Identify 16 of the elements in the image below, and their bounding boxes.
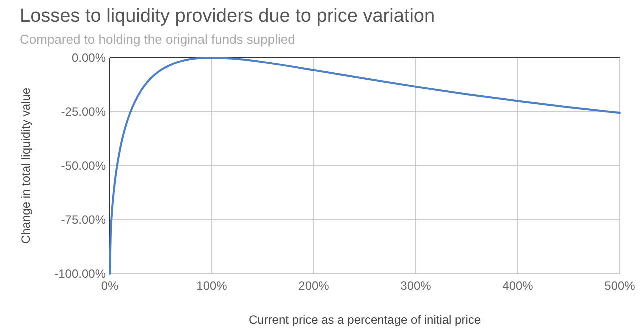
chart-subtitle: Compared to holding the original funds supplied [20,32,296,47]
y-tick-label: 0.00% [72,51,106,65]
x-tick-label: 200% [298,279,330,293]
y-tick-label: -25.00% [61,105,106,119]
y-tick-label: -75.00% [61,213,106,227]
x-tick-label: 100% [196,279,228,293]
y-tick-label: -50.00% [61,159,106,173]
line-series [109,57,621,275]
y-tick-label: -100.00% [54,267,106,281]
x-axis-title: Current price as a percentage of initial price [248,313,482,327]
x-tick-label: 500% [604,279,636,293]
y-axis-title: Change in total liquidity value [19,88,33,244]
chart-title: Losses to liquidity providers due to price variation [20,6,436,27]
x-tick-label: 0% [101,279,119,293]
x-tick-label: 400% [502,279,534,293]
x-tick-label: 300% [400,279,432,293]
